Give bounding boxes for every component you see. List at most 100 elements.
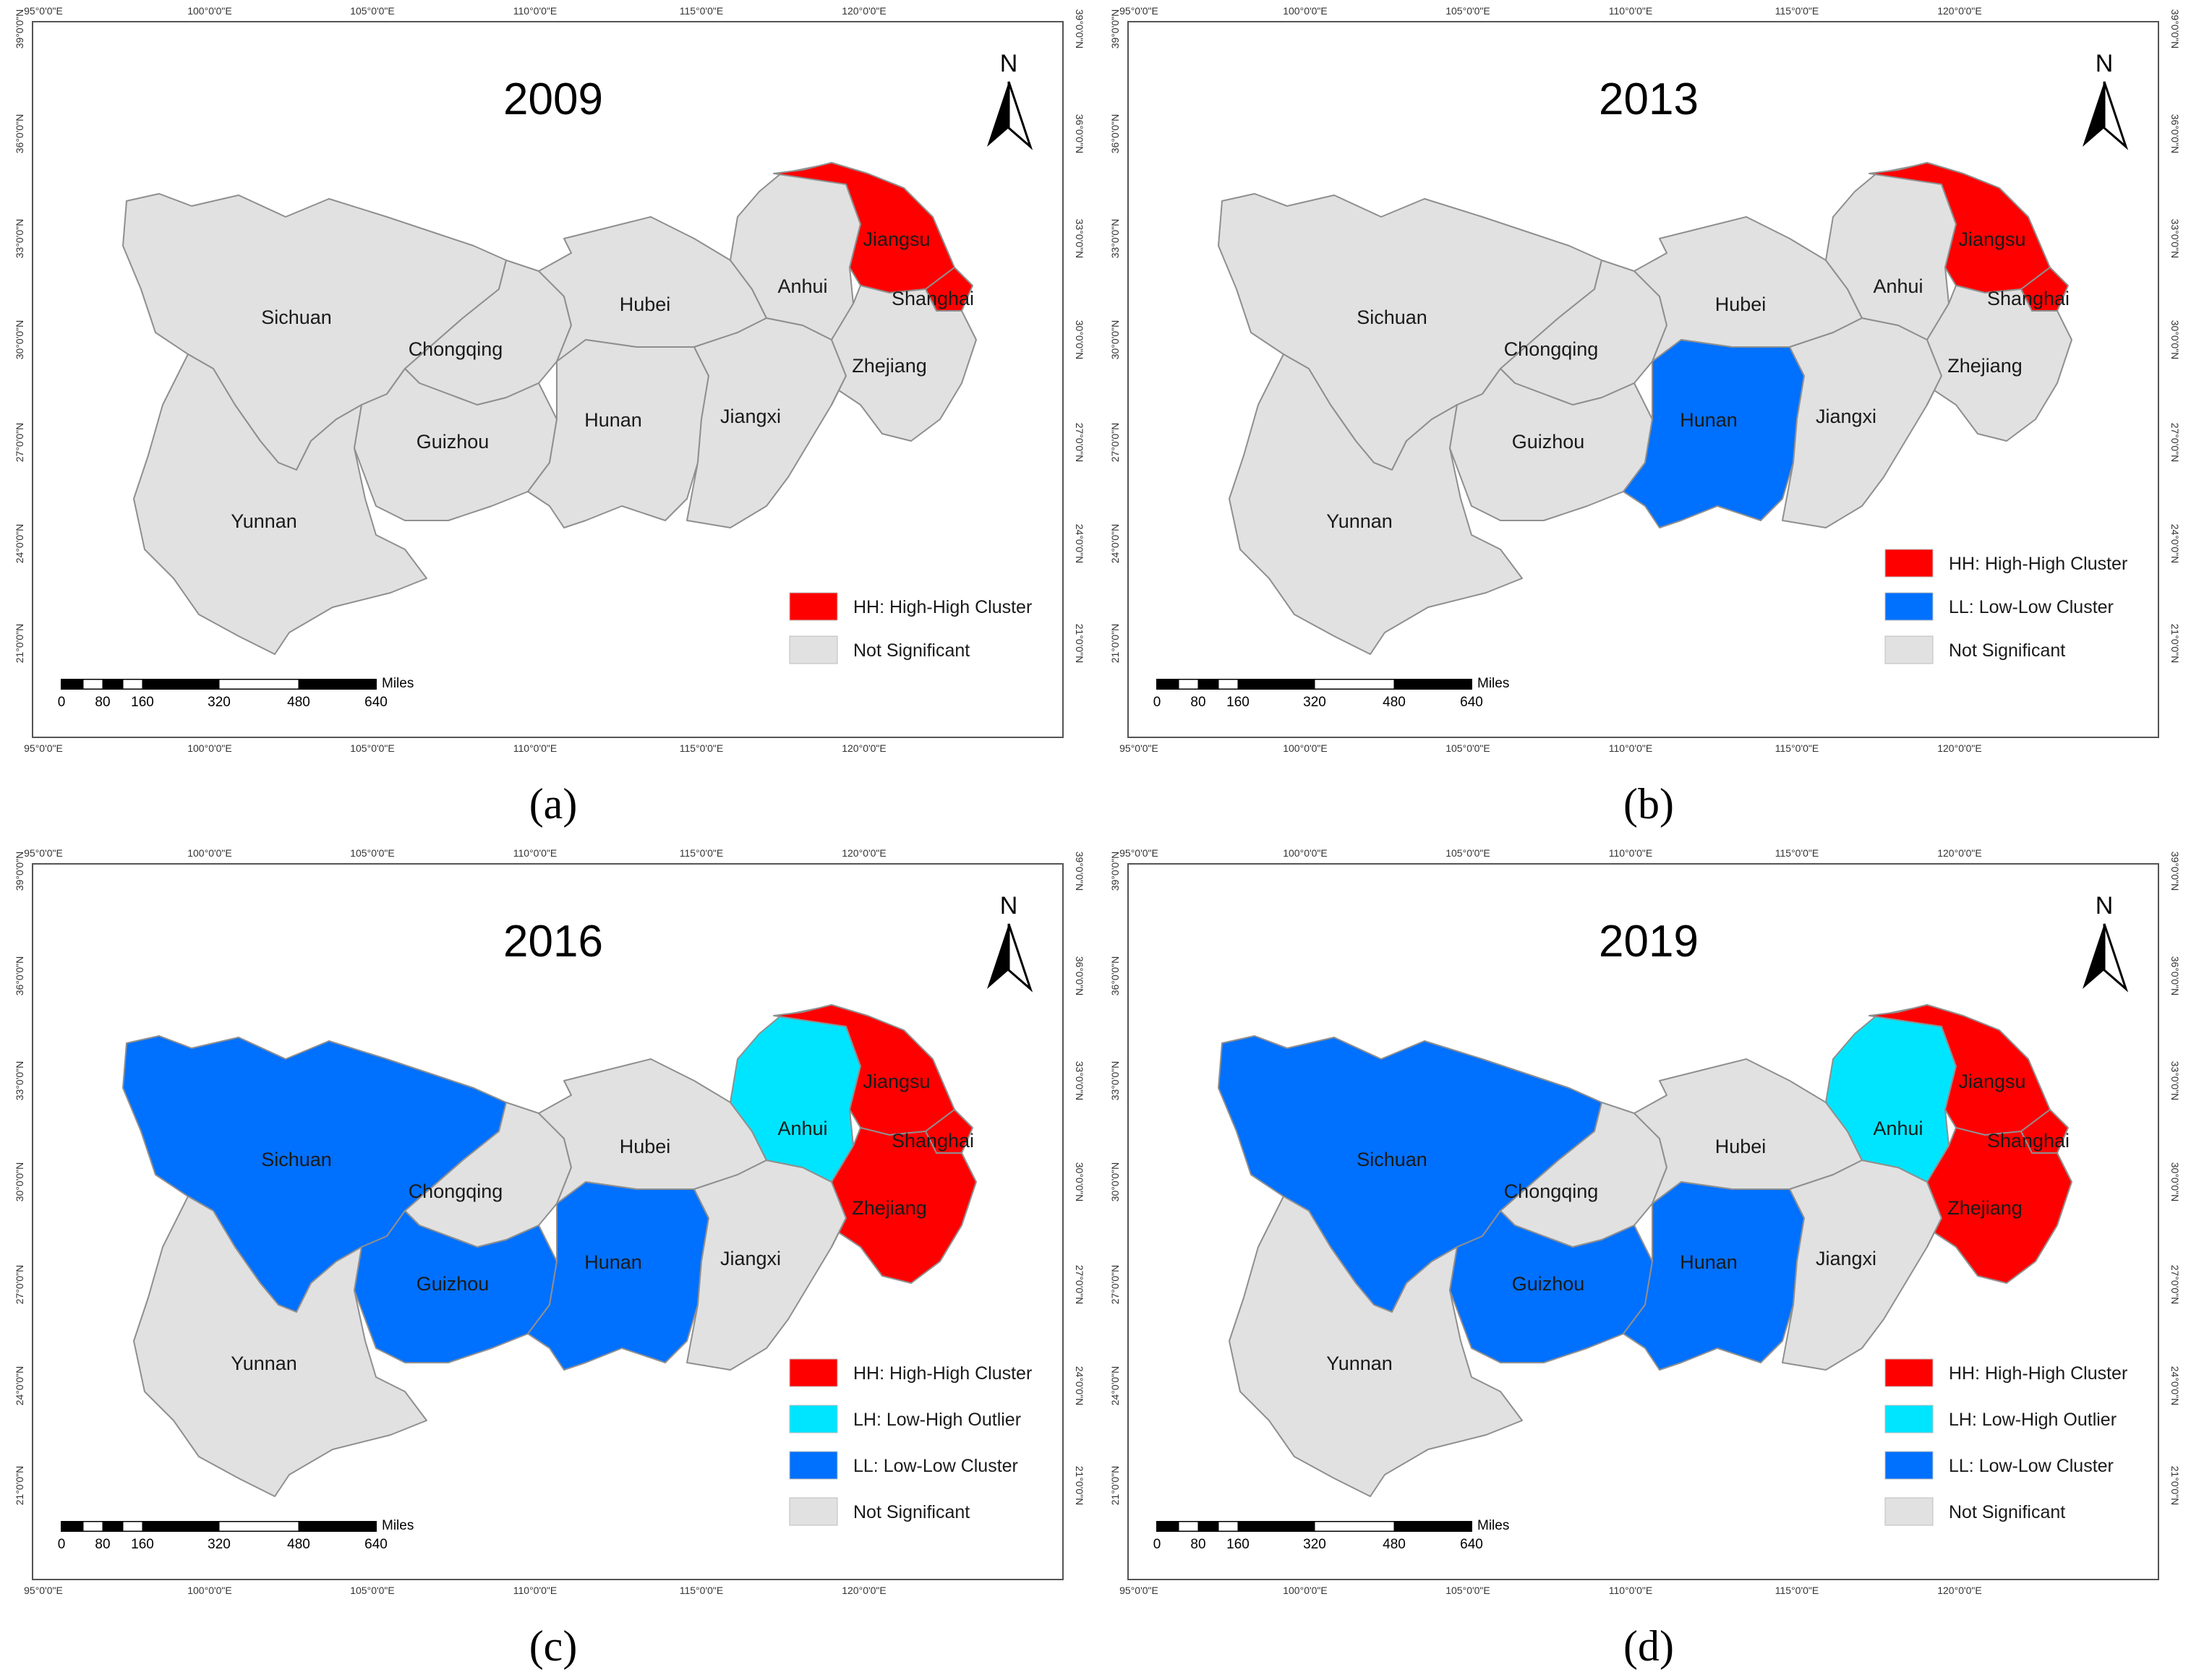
scale-tick-label: 480 [287,1537,310,1552]
scale-unit: Miles [1477,1518,1509,1533]
lon-label-bottom: 120°0'0"E [1937,1585,1982,1596]
scale-tick-label: 320 [208,1537,231,1552]
north-arrow-right [2103,81,2129,150]
lon-label-top: 120°0'0"E [842,5,887,17]
lat-label-right: 30°0'0"N [1074,320,1085,360]
lat-label-right: 33°0'0"N [2169,219,2181,259]
lat-label-right: 24°0'0"N [2169,1366,2181,1406]
province-label-yunnan: Yunnan [231,510,297,532]
lon-label-bottom: 100°0'0"E [1283,1585,1328,1596]
province-label-yunnan: Yunnan [1326,510,1393,532]
province-zhejiang[interactable] [831,1127,977,1284]
north-label: N [1000,892,1018,920]
scale-tick-label: 0 [58,1537,66,1552]
province-yunnan[interactable] [1229,353,1523,655]
province-label-yunnan: Yunnan [231,1353,297,1374]
province-hunan[interactable] [1623,339,1805,528]
legend: HH: High-High Cluster LH: Low-High Outlie… [789,1358,1032,1526]
province-hunan[interactable] [1623,1181,1805,1371]
lat-label-left: 27°0'0"N [1109,1265,1121,1305]
province-label-jiangsu: Jiangsu [1958,1071,2025,1092]
province-hunan[interactable] [527,339,709,528]
north-label: N [2096,892,2114,920]
province-yunnan[interactable] [133,1196,427,1497]
legend-swatch-ns [789,635,838,664]
lon-label-top: 100°0'0"E [1283,847,1328,859]
lat-label-left: 33°0'0"N [1109,1061,1121,1101]
legend-swatch-hh [789,592,838,621]
legend-label: HH: High-High Cluster [1949,1363,2127,1384]
lon-label-bottom: 120°0'0"E [842,1585,887,1596]
scale-tick-label: 0 [1153,695,1161,710]
province-label-guizhou: Guizhou [417,431,490,453]
lat-label-left: 30°0'0"N [14,320,25,360]
lon-label-bottom: 110°0'0"E [513,1585,557,1596]
province-yunnan[interactable] [1229,1196,1523,1497]
scale-tick-label: 0 [1153,1537,1161,1552]
scale-bar: 0 80 160 320 480 640 Miles [1153,1518,1510,1552]
legend-label: Not Significant [853,640,970,661]
scale-tick-label: 320 [1303,695,1326,710]
lat-label-left: 39°0'0"N [1109,852,1121,891]
year-title: 2016 [503,917,603,967]
province-label-hunan: Hunan [584,1251,642,1273]
province-label-zhejiang: Zhejiang [852,355,927,377]
province-label-jiangxi: Jiangxi [720,1248,781,1269]
panel-caption: (b) [1623,780,1674,828]
lon-label-bottom: 115°0'0"E [680,1585,723,1596]
lat-label-right: 36°0'0"N [1074,114,1085,154]
lat-label-left: 21°0'0"N [1109,624,1121,664]
lat-label-left: 24°0'0"N [1109,1366,1121,1406]
lat-label-right: 24°0'0"N [2169,524,2181,564]
lat-label-right: 27°0'0"N [1074,423,1085,463]
legend-label: LL: Low-Low Cluster [1949,597,2114,617]
legend-swatch-ll [789,1451,838,1480]
lat-label-left: 27°0'0"N [14,423,25,463]
lon-label-bottom: 115°0'0"E [680,742,723,754]
north-arrow-icon: N [987,50,1033,150]
province-yunnan[interactable] [133,353,427,655]
scale-tick-label: 480 [1383,695,1406,710]
province-hunan[interactable] [527,1181,709,1371]
province-zhejiang[interactable] [1926,1127,2072,1284]
lon-label-bottom: 100°0'0"E [187,742,232,754]
lat-label-right: 39°0'0"N [2169,852,2181,891]
lon-label-top: 105°0'0"E [350,5,395,17]
lon-label-top: 95°0'0"E [24,847,63,859]
province-label-sichuan: Sichuan [261,1149,332,1170]
legend-label: HH: High-High Cluster [853,597,1032,617]
lat-label-right: 30°0'0"N [2169,320,2181,360]
scale-tick-label: 160 [131,695,154,710]
lon-label-bottom: 100°0'0"E [1283,742,1328,754]
scale-tick-label: 160 [1226,695,1250,710]
province-zhejiang[interactable] [831,285,977,442]
lat-label-left: 36°0'0"N [1109,114,1121,154]
lon-label-bottom: 120°0'0"E [842,742,887,754]
province-label-chongqing: Chongqing [1504,1180,1599,1202]
lat-label-right: 30°0'0"N [1074,1162,1085,1202]
lon-label-top: 120°0'0"E [842,847,887,859]
lon-label-top: 120°0'0"E [1937,847,1982,859]
legend-swatch-hh [789,1358,838,1387]
legend-swatch-ns [1884,635,1934,664]
lat-label-left: 33°0'0"N [14,1061,25,1101]
lat-label-left: 24°0'0"N [14,1366,25,1406]
lon-label-top: 105°0'0"E [1445,5,1490,17]
legend-label: HH: High-High Cluster [853,1363,1032,1384]
province-label-guizhou: Guizhou [1512,1273,1585,1295]
lon-label-bottom: 120°0'0"E [1937,742,1982,754]
north-arrow-icon: N [2083,892,2129,993]
scale-tick-label: 640 [364,695,388,710]
lat-label-right: 21°0'0"N [1074,624,1085,664]
lat-label-left: 39°0'0"N [14,9,25,49]
scale-bar: 0 80 160 320 480 640 Miles [58,1518,414,1552]
legend-swatch-hh [1884,1358,1934,1387]
lon-label-top: 95°0'0"E [1119,847,1158,859]
legend-swatch-ll [1884,592,1934,621]
scale-unit: Miles [382,1518,414,1533]
lat-label-right: 33°0'0"N [1074,1061,1085,1101]
province-label-hunan: Hunan [1680,409,1738,431]
province-label-guizhou: Guizhou [417,1273,490,1295]
province-zhejiang[interactable] [1926,285,2072,442]
north-arrow-left [987,82,1009,147]
